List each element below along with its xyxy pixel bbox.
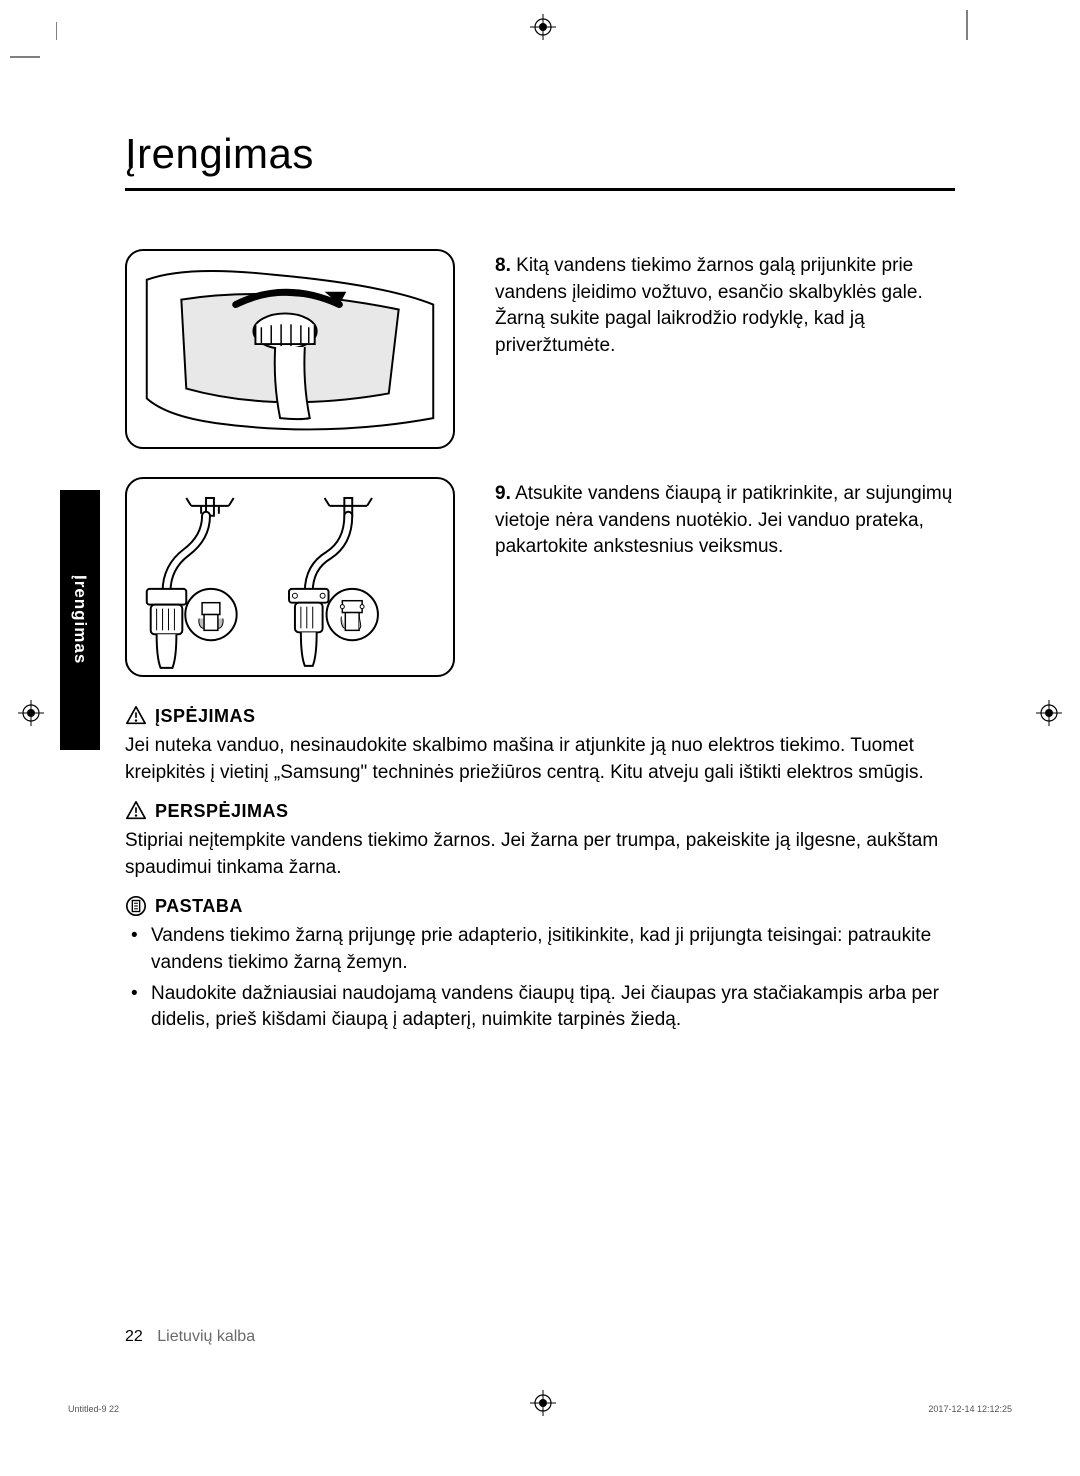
warning-icon xyxy=(125,705,147,727)
warning-body: Jei nuteka vanduo, nesinaudokite skalbim… xyxy=(125,733,955,786)
warning-label: ĮSPĖJIMAS xyxy=(155,706,256,727)
caution-label: PERSPĖJIMAS xyxy=(155,801,289,822)
step-8-row: 8. Kitą vandens tiekimo žarnos galą prij… xyxy=(125,249,955,449)
note-bullet-2: Naudokite dažniausiai naudojamą vandens … xyxy=(151,981,955,1034)
caution-body: Stipriai neįtempkite vandens tiekimo žar… xyxy=(125,828,955,881)
reg-mark-right xyxy=(1036,700,1062,726)
print-footer-left: Untitled-9 22 xyxy=(68,1404,119,1414)
step-8-text: 8. Kitą vandens tiekimo žarnos galą prij… xyxy=(495,249,955,449)
side-tab: Įrengimas xyxy=(60,490,100,750)
crop-mark-tr xyxy=(966,10,968,40)
caution-heading: PERSPĖJIMAS xyxy=(125,800,955,822)
note-icon xyxy=(125,895,147,917)
figure-faucets xyxy=(125,477,455,677)
note-bullets: Vandens tiekimo žarną prijungę prie adap… xyxy=(125,923,955,1033)
step-8-body: Kitą vandens tiekimo žarnos galą prijunk… xyxy=(495,255,923,356)
note-heading: PASTABA xyxy=(125,895,955,917)
page-body: Įrengimas xyxy=(125,130,955,1038)
figure-hose-inlet xyxy=(125,249,455,449)
step-9-text: 9. Atsukite vandens čiaupą ir patikrinki… xyxy=(495,477,955,677)
note-label: PASTABA xyxy=(155,896,243,917)
note-block: PASTABA Vandens tiekimo žarną prijungę p… xyxy=(125,895,955,1033)
step-9-num: 9. xyxy=(495,483,511,504)
reg-mark-left xyxy=(18,700,44,726)
step-9-row: 9. Atsukite vandens čiaupą ir patikrinki… xyxy=(125,477,955,677)
note-bullet-1: Vandens tiekimo žarną prijungę prie adap… xyxy=(151,923,955,976)
step-8-num: 8. xyxy=(495,255,511,276)
title-rule xyxy=(125,188,955,191)
print-footer-right: 2017-12-14 12:12:25 xyxy=(928,1404,1012,1414)
crop-mark-tl2 xyxy=(0,56,40,58)
side-tab-label: Įrengimas xyxy=(70,575,90,664)
warning-heading: ĮSPĖJIMAS xyxy=(125,705,955,727)
page-language: Lietuvių kalba xyxy=(157,1328,255,1345)
page-footer: 22 Lietuvių kalba xyxy=(125,1328,255,1346)
reg-mark-bottom xyxy=(530,1390,556,1416)
reg-mark-top xyxy=(530,14,556,40)
crop-mark-tl xyxy=(56,10,86,40)
caution-block: PERSPĖJIMAS Stipriai neįtempkite vandens… xyxy=(125,800,955,881)
warning-block: ĮSPĖJIMAS Jei nuteka vanduo, nesinaudoki… xyxy=(125,705,955,786)
page-number: 22 xyxy=(125,1328,143,1345)
step-9-body: Atsukite vandens čiaupą ir patikrinkite,… xyxy=(495,483,952,557)
page-title: Įrengimas xyxy=(125,130,955,178)
caution-icon xyxy=(125,800,147,822)
